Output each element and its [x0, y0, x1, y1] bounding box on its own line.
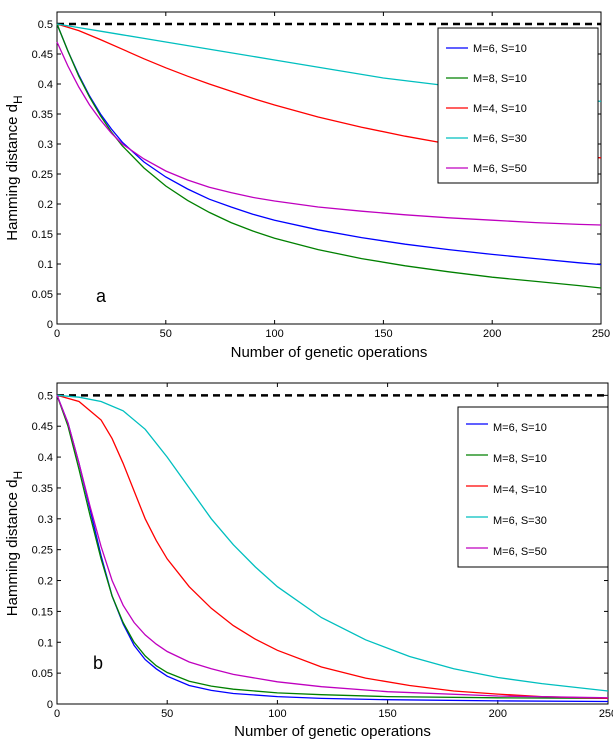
x-axis-label: Number of genetic operations	[234, 723, 431, 740]
panel-label: a	[96, 286, 107, 306]
chart-panel-a: 0 0.05 0.1 0.15 0.2 0.25 0.3 0.35 0.4 0.45 0.5 0 50 1…	[4, 11, 610, 361]
series-line-m-6-s-10	[56, 395, 609, 703]
y-axis-label-main: Hamming distance d	[4, 479, 21, 616]
legend-entry-label: M=6, S=50	[493, 546, 547, 558]
x-tick-label: 100	[268, 708, 286, 720]
x-tick-label: 200	[483, 328, 501, 340]
y-axis-label-main: Hamming distance d	[4, 104, 21, 241]
x-tick-label: 250	[592, 328, 610, 340]
x-tick-label: 250	[599, 708, 613, 720]
series-line-m-4-s-10	[56, 394, 609, 700]
x-tick-label: 150	[378, 708, 396, 720]
x-tick-label: 200	[489, 708, 507, 720]
legend-entry-label: M=8, S=10	[473, 73, 527, 85]
x-tick-label: 50	[161, 708, 173, 720]
y-tick-label: 0.25	[32, 169, 53, 181]
legend-entry-label: M=6, S=30	[473, 133, 527, 145]
x-tick-label: 100	[265, 328, 283, 340]
panel-label: b	[93, 653, 103, 673]
legend-entry-label: M=4, S=10	[493, 484, 547, 496]
legend-entry-label: M=4, S=10	[473, 103, 527, 115]
x-tick-label: 50	[160, 328, 172, 340]
series-line-m-6-s-50	[56, 41, 602, 226]
y-tick-label: 0.05	[32, 289, 53, 301]
legend-entry-label: M=6, S=50	[473, 163, 527, 175]
y-tick-label: 0.05	[32, 668, 53, 680]
x-tick-label: 0	[54, 708, 60, 720]
series-line-m-6-s-30	[56, 394, 609, 692]
legend-box	[457, 406, 609, 568]
y-tick-label: 0.45	[32, 49, 53, 61]
y-tick-label: 0.1	[38, 637, 53, 649]
legend-entry-label: M=6, S=10	[473, 43, 527, 55]
y-tick-label: 0.15	[32, 606, 53, 618]
y-axis-label-subscript: H	[11, 471, 25, 480]
legend-box	[437, 27, 599, 184]
y-tick-label: 0.2	[38, 199, 53, 211]
y-tick-label: 0.35	[32, 483, 53, 495]
y-tick-label: 0.3	[38, 514, 53, 526]
series-line-m-6-s-50	[56, 395, 609, 699]
y-tick-label: 0.15	[32, 229, 53, 241]
y-tick-label: 0.5	[38, 390, 53, 402]
legend-entry-label: M=6, S=30	[493, 515, 547, 527]
y-tick-label: 0	[47, 319, 53, 331]
series-line-m-8-s-10	[56, 23, 602, 289]
y-axis-label: Hamming distance dH	[4, 471, 25, 616]
legend-entry-label: M=6, S=10	[493, 422, 547, 434]
y-tick-label: 0.2	[38, 576, 53, 588]
chart-panel-b: 0 0.05 0.1 0.15 0.2 0.25 0.3 0.35 0.4 0.45 0.5 0 50 1…	[4, 382, 613, 740]
y-axis-label: Hamming distance dH	[4, 95, 25, 240]
y-tick-label: 0.3	[38, 139, 53, 151]
y-tick-label: 0.25	[32, 545, 53, 557]
y-tick-label: 0.4	[38, 452, 53, 464]
series-line-m-8-s-10	[56, 395, 609, 700]
legend-entry-label: M=8, S=10	[493, 453, 547, 465]
y-axis-label-subscript: H	[11, 95, 25, 104]
x-tick-label: 150	[374, 328, 392, 340]
y-tick-label: 0	[47, 699, 53, 711]
series-line-m-6-s-10	[56, 23, 602, 266]
y-tick-label: 0.5	[38, 19, 53, 31]
x-tick-label: 0	[54, 328, 60, 340]
y-tick-label: 0.45	[32, 421, 53, 433]
x-axis-label: Number of genetic operations	[231, 344, 428, 361]
y-tick-label: 0.1	[38, 259, 53, 271]
y-tick-label: 0.35	[32, 109, 53, 121]
y-tick-label: 0.4	[38, 79, 53, 91]
